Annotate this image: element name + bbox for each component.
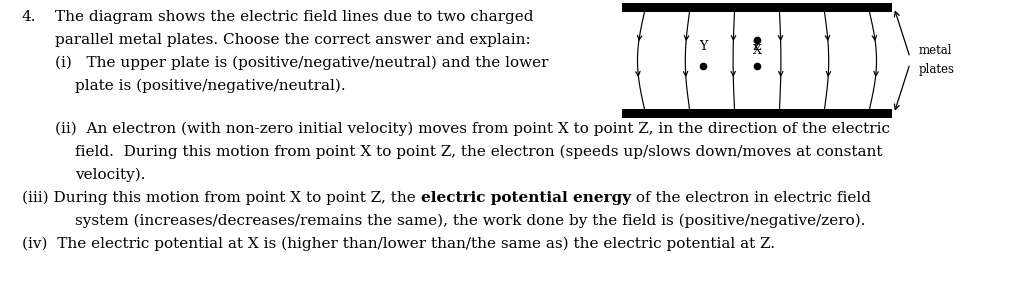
Text: X: X [753, 44, 762, 57]
Text: The diagram shows the electric field lines due to two charged: The diagram shows the electric field lin… [55, 10, 534, 24]
Text: (iv)  The electric potential at X is (higher than/lower than/the same as) the el: (iv) The electric potential at X is (hig… [22, 237, 775, 252]
Text: (i)   The upper plate is (positive/negative/neutral) and the lower: (i) The upper plate is (positive/negativ… [55, 56, 549, 70]
Text: system (increases/decreases/remains the same), the work done by the field is (po: system (increases/decreases/remains the … [75, 214, 865, 228]
Text: Z: Z [753, 40, 761, 53]
Text: electric potential energy: electric potential energy [421, 191, 631, 205]
Text: of the electron in electric field: of the electron in electric field [631, 191, 870, 205]
Text: plates: plates [919, 62, 955, 76]
Text: parallel metal plates. Choose the correct answer and explain:: parallel metal plates. Choose the correc… [55, 33, 530, 47]
Text: plate is (positive/negative/neutral).: plate is (positive/negative/neutral). [75, 79, 346, 93]
Text: (ii)  An electron (with non-zero initial velocity) moves from point X to point Z: (ii) An electron (with non-zero initial … [55, 122, 890, 136]
Text: (iii) During this motion from point X to point Z, the: (iii) During this motion from point X to… [22, 191, 421, 205]
Bar [622, 109, 892, 118]
Bar [622, 3, 892, 12]
Text: 4.: 4. [22, 10, 37, 24]
Text: metal: metal [919, 43, 952, 57]
Text: velocity).: velocity). [75, 168, 145, 182]
Text: Y: Y [698, 40, 708, 53]
Text: field.  During this motion from point X to point Z, the electron (speeds up/slow: field. During this motion from point X t… [75, 145, 883, 159]
